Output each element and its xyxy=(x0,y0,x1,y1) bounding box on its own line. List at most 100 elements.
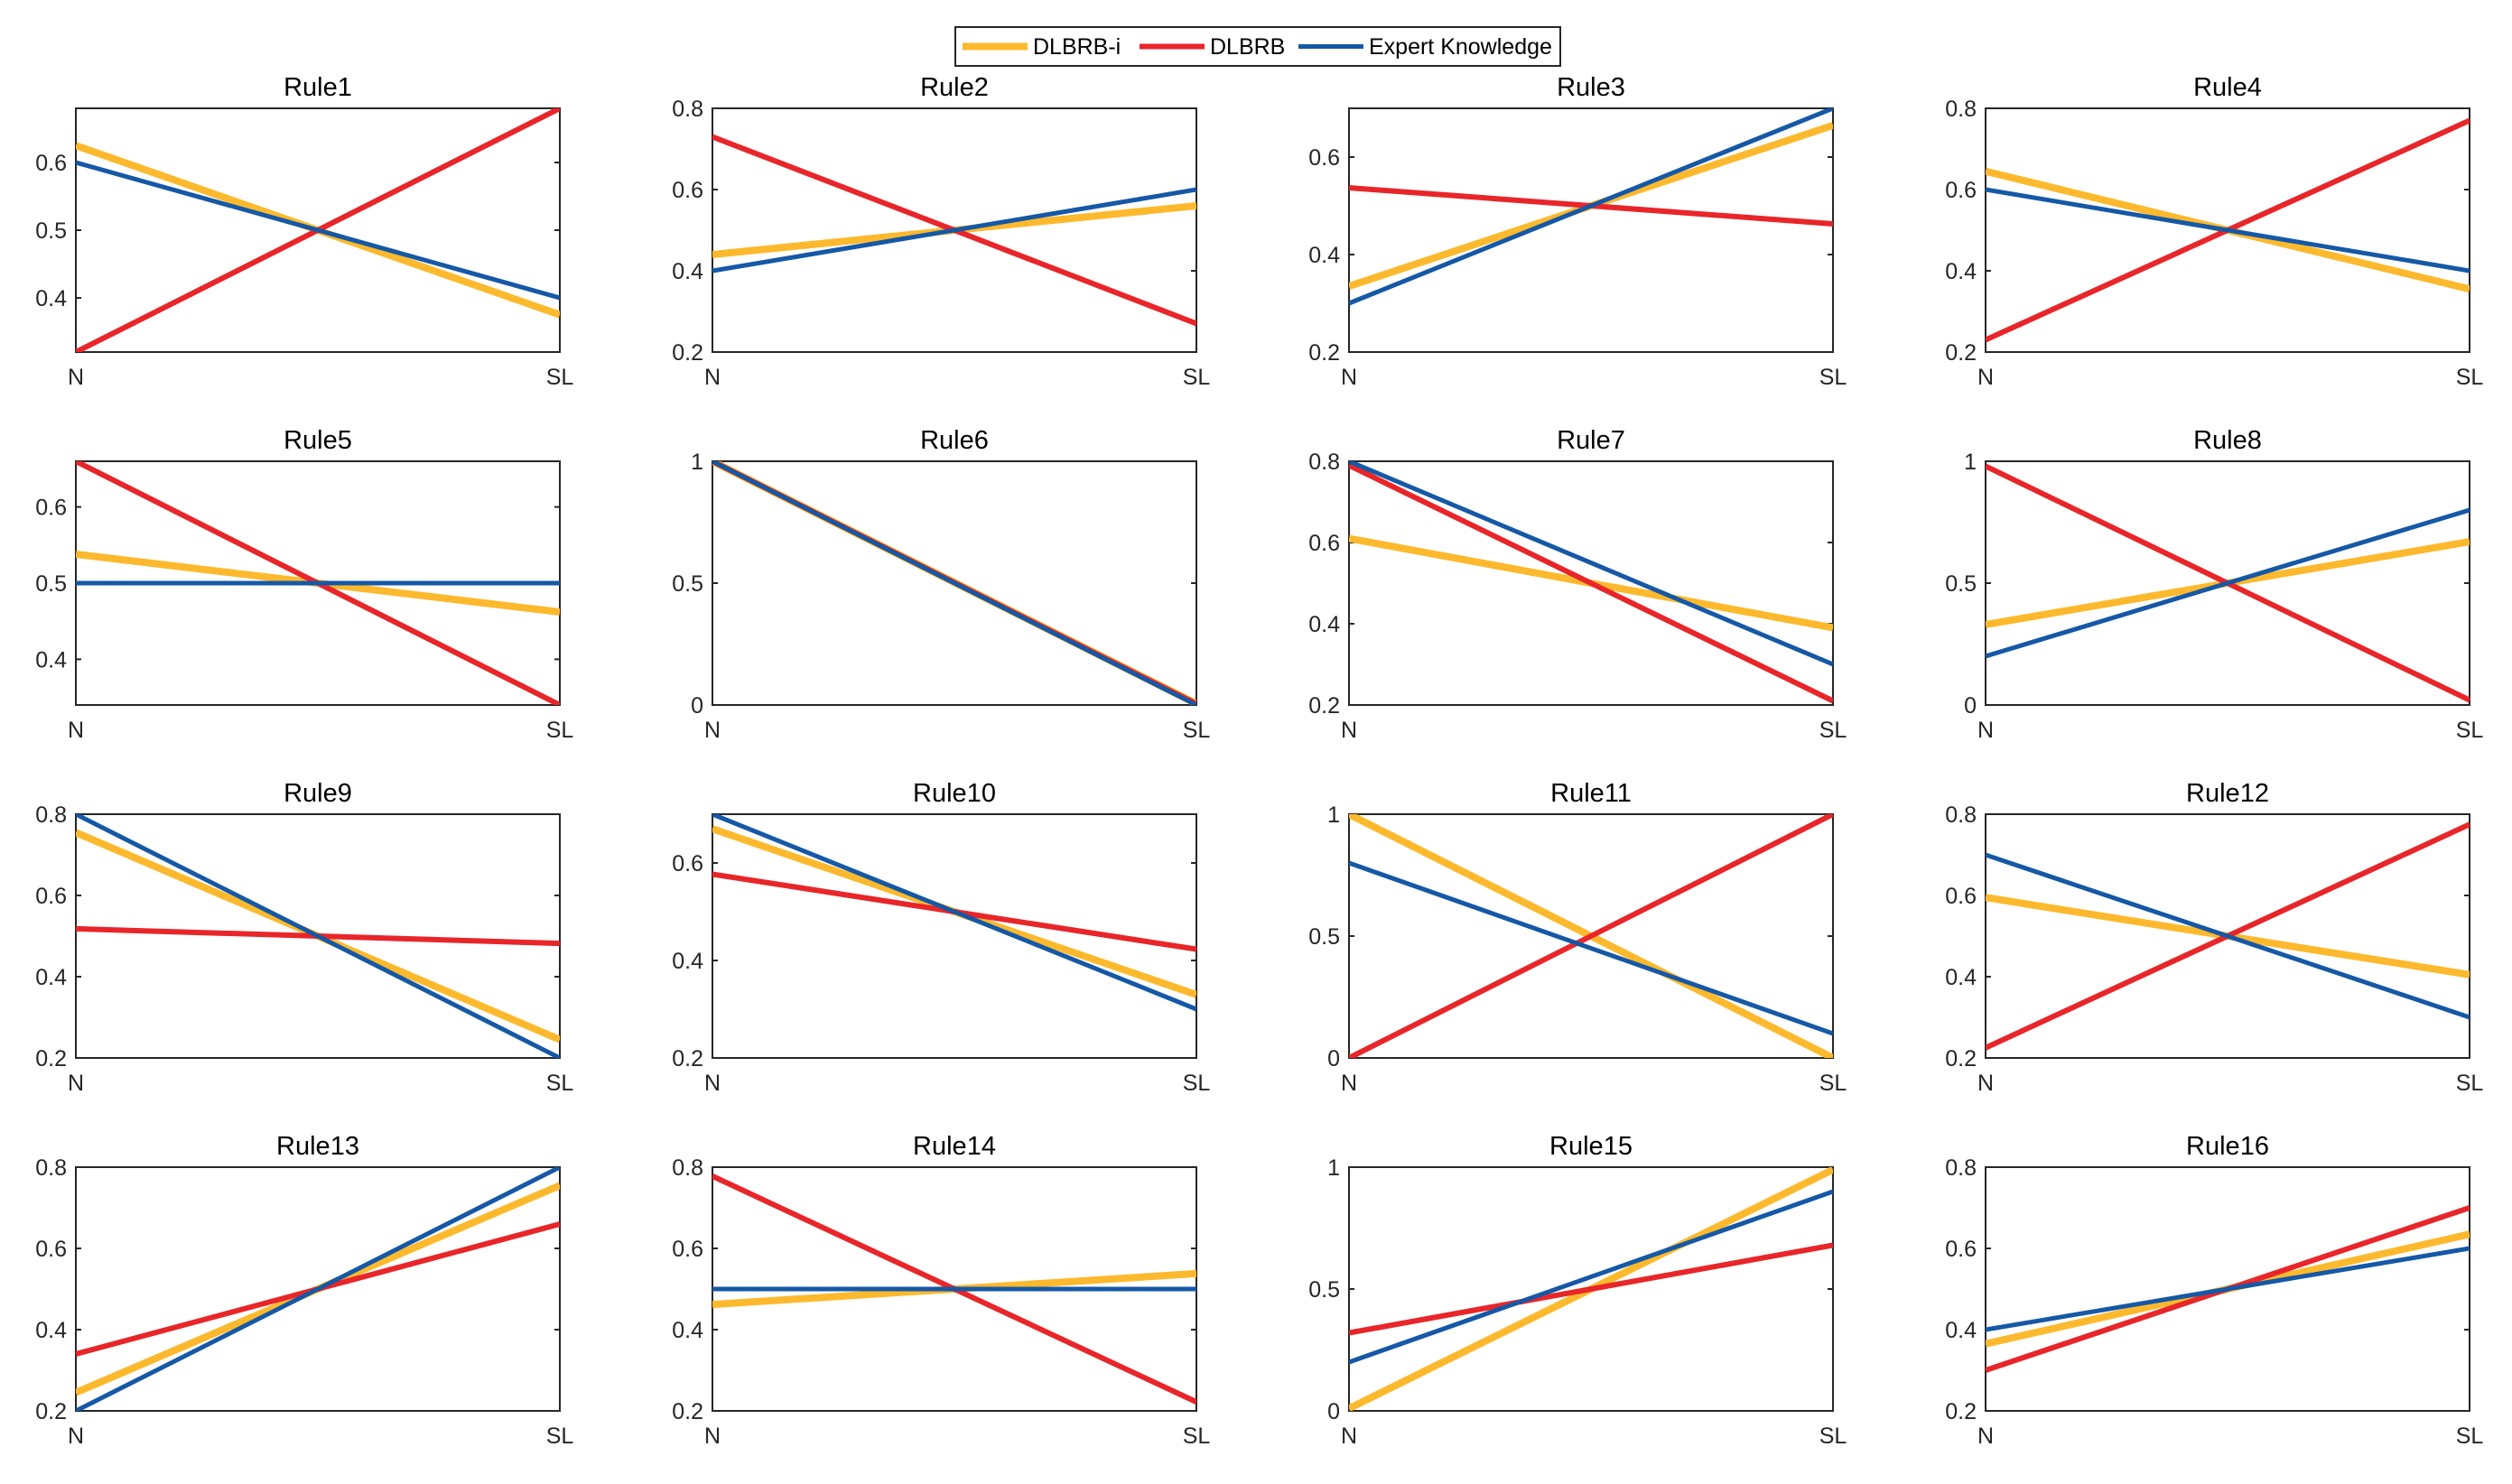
chart-title: Rule9 xyxy=(284,779,352,808)
series-group xyxy=(1349,108,1833,306)
y-tick-label: 0.8 xyxy=(672,1155,703,1181)
y-tick-label: 0.5 xyxy=(1308,1277,1340,1303)
x-tick-label: SL xyxy=(1183,1071,1211,1096)
y-tick-label: 0.2 xyxy=(1308,340,1340,366)
y-tick-label: 0.6 xyxy=(1945,884,1977,909)
x-tick-label: N xyxy=(1977,718,1994,743)
y-tick-label: 0.4 xyxy=(35,647,67,672)
series-line-expert-knowledge xyxy=(1349,860,1833,1036)
legend: DLBRB-i DLBRB Expert Knowledge xyxy=(954,26,1561,67)
series-line-dlbrb xyxy=(1349,462,1833,704)
x-tick-label: SL xyxy=(1819,1424,1847,1449)
y-tick-label: 0.6 xyxy=(1945,178,1977,203)
y-tick-label: 0.5 xyxy=(35,571,67,597)
y-tick-label: 0.2 xyxy=(1945,1046,1977,1071)
legend-label-dlbrb: DLBRB xyxy=(1210,34,1285,60)
y-tick-label: 0 xyxy=(1964,693,1977,719)
x-tick-label: N xyxy=(1341,1424,1357,1449)
y-tick-label: 0.4 xyxy=(1308,243,1340,268)
y-tick-label: 0.8 xyxy=(35,802,67,828)
y-tick-label: 0.4 xyxy=(1308,612,1340,637)
x-tick-label: N xyxy=(68,365,84,390)
chart-title: Rule1 xyxy=(284,73,352,102)
y-tick-label: 0.8 xyxy=(672,97,703,122)
series-line-expert-knowledge xyxy=(1349,108,1833,306)
y-tick-label: 0.4 xyxy=(35,1318,67,1343)
series-group xyxy=(76,1167,560,1411)
x-tick-label: SL xyxy=(1183,718,1211,743)
y-tick-label: 0.2 xyxy=(1308,693,1340,719)
y-tick-label: 1 xyxy=(691,450,703,475)
x-tick-label: N xyxy=(1341,718,1357,743)
x-tick-label: SL xyxy=(1819,365,1847,390)
chart-panel-rule8: Rule8 0 0.5 1 N SL xyxy=(1945,426,2483,743)
y-tick-label: 0.6 xyxy=(672,178,703,203)
y-tick-label: 0.2 xyxy=(1945,340,1977,366)
y-tick-label: 0.5 xyxy=(672,571,703,597)
plot-area-frame xyxy=(1985,1166,2470,1412)
y-tick-label: 0.4 xyxy=(1945,259,1977,284)
y-tick-label: 0.5 xyxy=(35,218,67,244)
chart-panel-rule11: Rule11 0 0.5 1 N SL xyxy=(1308,779,1847,1096)
series-line-expert-knowledge xyxy=(1349,1189,1833,1365)
chart-panel-rule1: Rule1 0.4 0.5 0.6 N SL xyxy=(35,73,573,390)
x-tick-label: SL xyxy=(2456,718,2484,743)
chart-panel-rule7: Rule7 0.2 0.4 0.6 0.8 N SL xyxy=(1308,426,1847,743)
series-line-expert-knowledge xyxy=(1986,852,2470,1020)
y-tick-label: 0.6 xyxy=(672,851,703,876)
chart-title: Rule15 xyxy=(1549,1132,1633,1161)
chart-panel-rule3: Rule3 0.2 0.4 0.6 N SL xyxy=(1308,73,1847,390)
chart-title: Rule4 xyxy=(2193,73,2262,102)
chart-panel-rule10: Rule10 0.2 0.4 0.6 N SL xyxy=(672,779,1210,1096)
chart-panel-rule2: Rule2 0.2 0.4 0.6 0.8 N SL xyxy=(672,73,1210,390)
x-tick-label: SL xyxy=(1183,1424,1211,1449)
chart-panel-rule13: Rule13 0.2 0.4 0.6 0.8 N SL xyxy=(35,1132,573,1449)
x-tick-label: N xyxy=(1977,1071,1994,1096)
x-tick-label: N xyxy=(68,1424,84,1449)
chart-title: Rule11 xyxy=(1550,779,1632,808)
x-tick-label: N xyxy=(704,1071,721,1096)
y-tick-label: 0.4 xyxy=(1945,965,1977,990)
plot-area-frame xyxy=(1348,460,1834,706)
series-group xyxy=(1349,814,1833,1058)
y-tick-label: 0.5 xyxy=(1945,571,1977,597)
series-group xyxy=(1349,1167,1833,1411)
legend-box xyxy=(954,26,1561,67)
y-tick-label: 0.6 xyxy=(1308,531,1340,556)
x-tick-label: N xyxy=(68,718,84,743)
chart-title: Rule12 xyxy=(2186,779,2269,808)
chart-panel-rule12: Rule12 0.2 0.4 0.6 0.8 N SL xyxy=(1945,779,2483,1096)
x-tick-label: SL xyxy=(2456,365,2484,390)
plot-area-frame xyxy=(1985,107,2470,353)
series-group xyxy=(712,814,1196,1012)
y-tick-label: 0.5 xyxy=(1308,924,1340,950)
series-group xyxy=(76,108,560,352)
y-tick-label: 1 xyxy=(1964,450,1977,475)
x-tick-label: SL xyxy=(546,1424,574,1449)
x-tick-label: SL xyxy=(546,365,574,390)
chart-title: Rule8 xyxy=(2193,426,2262,455)
y-tick-label: 0.6 xyxy=(35,1237,67,1262)
chart-title: Rule16 xyxy=(2186,1132,2269,1161)
chart-title: Rule5 xyxy=(284,426,352,455)
chart-panel-rule14: Rule14 0.2 0.4 0.6 0.8 N SL xyxy=(672,1132,1210,1449)
y-tick-label: 0.4 xyxy=(672,259,703,284)
y-tick-label: 1 xyxy=(1327,1155,1340,1181)
series-line-dlbrb xyxy=(1349,814,1833,1058)
chart-panel-rule9: Rule9 0.2 0.4 0.6 0.8 N SL xyxy=(35,779,573,1096)
chart-title: Rule13 xyxy=(276,1132,359,1161)
series-group xyxy=(1349,461,1833,704)
y-tick-label: 0.6 xyxy=(35,884,67,909)
plot-area-frame xyxy=(75,1166,561,1412)
series-group xyxy=(712,461,1196,705)
x-tick-label: N xyxy=(704,718,721,743)
plot-area-frame xyxy=(75,813,561,1059)
y-tick-label: 0.8 xyxy=(1945,1155,1977,1181)
y-tick-label: 0.8 xyxy=(1308,450,1340,475)
series-line-expert-knowledge xyxy=(1986,1246,2470,1332)
x-tick-label: N xyxy=(704,365,721,390)
y-tick-label: 0 xyxy=(1327,1399,1340,1424)
series-line-expert-knowledge xyxy=(76,814,560,1058)
series-line-expert-knowledge xyxy=(1349,461,1833,667)
